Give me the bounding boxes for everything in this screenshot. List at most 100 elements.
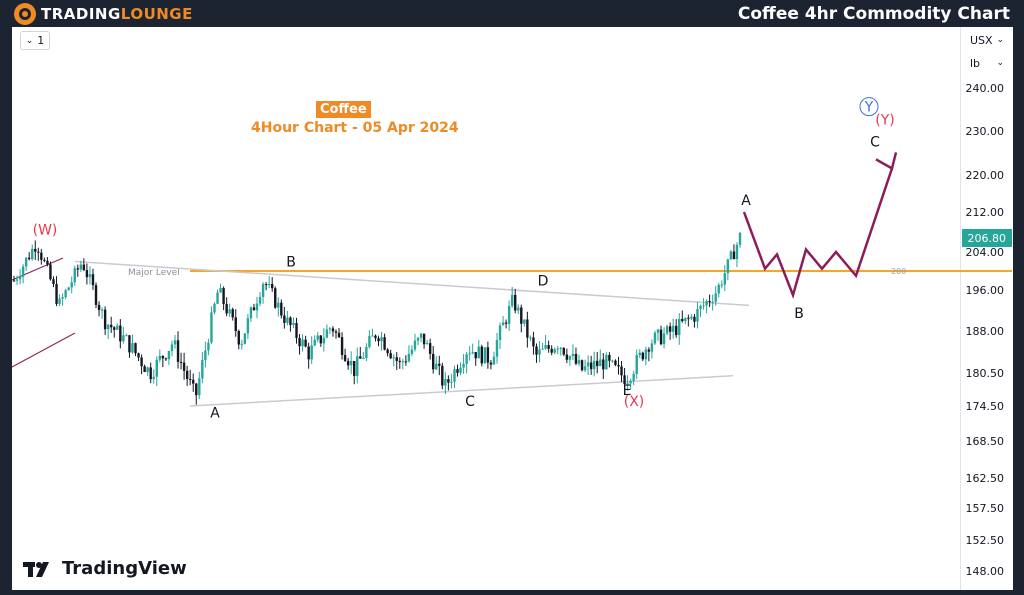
y-tick-label: 204.00 bbox=[966, 246, 1005, 259]
candle-body bbox=[702, 305, 705, 307]
candle-body bbox=[195, 383, 198, 396]
candle-body bbox=[450, 381, 453, 383]
candle-body bbox=[428, 343, 432, 354]
tradingview-logo[interactable]: TradingView bbox=[22, 558, 187, 579]
candle-body bbox=[164, 358, 168, 360]
candle-body bbox=[179, 361, 183, 363]
candle-body bbox=[152, 376, 155, 380]
candle-body bbox=[471, 352, 474, 354]
tradingview-brand: TradingView bbox=[62, 558, 187, 579]
candle-body bbox=[67, 287, 70, 291]
candle-body bbox=[125, 335, 128, 337]
candle-body bbox=[353, 360, 356, 376]
wave-label: A bbox=[210, 406, 220, 422]
wave-label: C bbox=[465, 394, 475, 410]
candle-body bbox=[18, 276, 22, 280]
candle-body bbox=[413, 340, 417, 350]
candle-body bbox=[416, 337, 420, 341]
interval-selector[interactable]: ⌄ 1 bbox=[20, 31, 50, 50]
candle-body bbox=[638, 352, 641, 356]
candle-body bbox=[486, 347, 490, 363]
candle-body bbox=[252, 307, 256, 311]
candle-body bbox=[119, 325, 122, 342]
candles bbox=[12, 232, 742, 405]
triangle-lower-line bbox=[189, 375, 734, 407]
wave-labels: (W) A B C D E(X) A B C (Y)Y bbox=[33, 97, 895, 422]
candle-body bbox=[723, 273, 727, 285]
candle-body bbox=[261, 284, 265, 297]
candle-body bbox=[231, 309, 234, 318]
candle-body bbox=[517, 307, 520, 311]
candle-body bbox=[726, 259, 730, 274]
candle-body bbox=[34, 248, 37, 252]
candle-body bbox=[55, 284, 58, 304]
candle-body bbox=[389, 353, 392, 359]
candle-body bbox=[504, 322, 508, 324]
candle-body bbox=[425, 343, 429, 345]
candle-body bbox=[271, 284, 274, 289]
candle-body bbox=[137, 353, 140, 358]
candle-body bbox=[681, 318, 684, 322]
y-tick-label: 174.50 bbox=[966, 400, 1005, 413]
wave-label-circle bbox=[859, 97, 879, 117]
candle-body bbox=[523, 319, 526, 324]
price-axis[interactable] bbox=[960, 27, 1013, 590]
candle-body bbox=[605, 354, 608, 370]
candle-body bbox=[234, 317, 237, 332]
candle-body bbox=[514, 294, 517, 311]
candle-body bbox=[37, 251, 40, 253]
candle-body bbox=[128, 335, 131, 353]
candle-body bbox=[359, 356, 362, 359]
candle-body bbox=[632, 373, 635, 381]
candle-body bbox=[76, 268, 79, 270]
candle-body bbox=[365, 347, 368, 359]
unit-selector[interactable]: lb ⌄ bbox=[966, 54, 1008, 72]
candle-body bbox=[398, 360, 401, 362]
candle-body bbox=[617, 365, 620, 367]
candle-body bbox=[444, 379, 447, 386]
candle-body bbox=[258, 296, 262, 304]
y-tick-label: 212.00 bbox=[966, 206, 1005, 219]
candle-body bbox=[656, 329, 660, 333]
candle-body bbox=[58, 298, 61, 304]
currency-selector[interactable]: USX ⌄ bbox=[966, 31, 1008, 49]
candle-body bbox=[307, 346, 310, 360]
major-level-group: Major Level 200 bbox=[128, 267, 1012, 278]
candle-body bbox=[641, 352, 644, 360]
candle-body bbox=[699, 305, 702, 309]
candle-body bbox=[419, 333, 423, 338]
candle-body bbox=[556, 348, 559, 350]
candle-body bbox=[283, 315, 286, 323]
candle-body bbox=[267, 284, 271, 286]
candle-body bbox=[222, 287, 225, 305]
candle-body bbox=[334, 331, 338, 333]
candle-body bbox=[158, 355, 162, 360]
candle-body bbox=[316, 335, 319, 340]
page-title: Coffee 4hr Commodity Chart bbox=[737, 4, 1010, 24]
candle-body bbox=[134, 343, 137, 354]
candle-body bbox=[547, 345, 550, 349]
wave-label: (Y) bbox=[875, 113, 894, 129]
candle-body bbox=[453, 369, 456, 382]
candle-body bbox=[31, 248, 34, 260]
major-level-label: Major Level bbox=[128, 268, 180, 278]
wave-label: (X) bbox=[624, 394, 645, 410]
candle-body bbox=[456, 369, 459, 373]
candle-body bbox=[495, 340, 499, 357]
major-level-value: 200 bbox=[891, 267, 906, 276]
candle-body bbox=[374, 335, 377, 339]
candle-body bbox=[717, 284, 720, 294]
candle-body bbox=[562, 347, 566, 355]
candle-body bbox=[368, 336, 371, 348]
candle-body bbox=[380, 337, 383, 342]
candle-body bbox=[635, 355, 638, 374]
candle-body bbox=[422, 333, 426, 345]
candle-body bbox=[599, 359, 602, 367]
candle-body bbox=[553, 349, 556, 353]
candle-body bbox=[185, 370, 189, 379]
candle-body bbox=[289, 317, 292, 326]
candle-body bbox=[623, 375, 626, 385]
brand-logo-text: TRADINGLOUNGE bbox=[41, 5, 193, 23]
chart-canvas[interactable] bbox=[12, 27, 1012, 590]
